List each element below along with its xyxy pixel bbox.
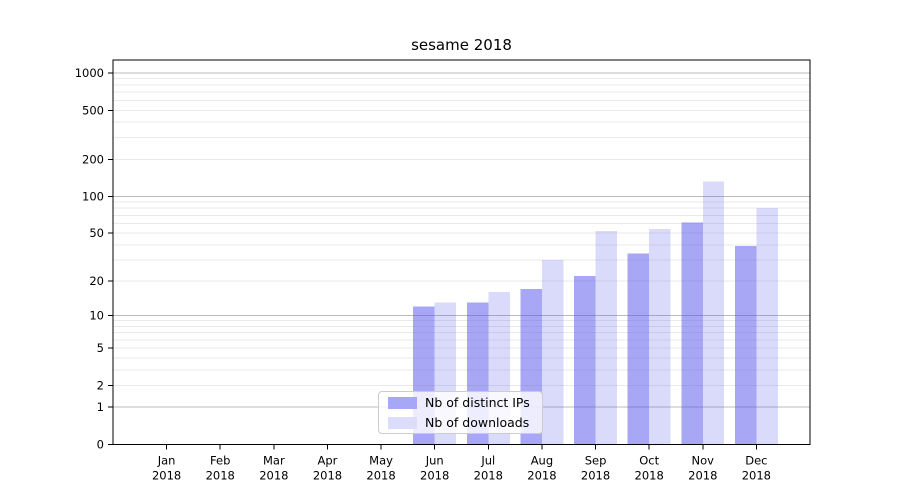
y-tick-label: 1 bbox=[97, 400, 104, 414]
x-tick-label-month: Apr bbox=[318, 454, 338, 468]
x-tick-label-year: 2018 bbox=[420, 469, 449, 483]
bar-dec-distinct-ips bbox=[734, 246, 757, 445]
y-tick-label: 5 bbox=[97, 341, 104, 355]
bar-sep-distinct-ips bbox=[574, 275, 596, 445]
x-tick-label-month: Oct bbox=[639, 454, 659, 468]
bar-sep-downloads bbox=[595, 231, 617, 445]
y-tick-label: 200 bbox=[82, 152, 104, 166]
y-tick-label: 100 bbox=[82, 189, 104, 203]
x-tick-label-month: Jun bbox=[425, 454, 444, 468]
x-tick-label-month: Feb bbox=[210, 454, 230, 468]
x-tick-label-year: 2018 bbox=[742, 469, 771, 483]
x-tick-label-month: Sep bbox=[585, 454, 607, 468]
x-tick-label-year: 2018 bbox=[206, 469, 235, 483]
x-tick-label-month: Mar bbox=[263, 454, 285, 468]
x-tick-label-year: 2018 bbox=[581, 469, 610, 483]
x-tick-label-year: 2018 bbox=[313, 469, 342, 483]
legend-swatch-distinct-ips bbox=[388, 396, 417, 409]
x-tick-label-year: 2018 bbox=[152, 469, 181, 483]
y-tick-label: 500 bbox=[82, 103, 104, 117]
legend-label-distinct-ips: Nb of distinct IPs bbox=[425, 395, 530, 410]
x-tick-label-month: Jul bbox=[480, 454, 495, 468]
bar-oct-distinct-ips bbox=[627, 253, 650, 445]
x-tick-label-month: Jan bbox=[157, 454, 176, 468]
y-tick-label: 50 bbox=[89, 226, 104, 240]
legend-item-downloads: Nb of downloads bbox=[388, 415, 532, 430]
x-axis: Jan2018Feb2018Mar2018Apr2018May2018Jun20… bbox=[152, 444, 771, 483]
y-tick-label: 20 bbox=[89, 274, 104, 288]
bar-nov-distinct-ips bbox=[681, 222, 703, 445]
x-tick-label-year: 2018 bbox=[474, 469, 503, 483]
x-tick-label-year: 2018 bbox=[527, 469, 556, 483]
y-tick-label: 0 bbox=[97, 438, 104, 452]
x-tick-label-month: Nov bbox=[692, 454, 715, 468]
x-tick-label-year: 2018 bbox=[635, 469, 664, 483]
legend: Nb of distinct IPs Nb of downloads bbox=[378, 391, 543, 434]
bar-nov-downloads bbox=[702, 181, 725, 445]
x-tick-label-year: 2018 bbox=[366, 469, 395, 483]
x-tick-label-year: 2018 bbox=[688, 469, 717, 483]
x-tick-label-month: May bbox=[369, 454, 393, 468]
bar-aug-downloads bbox=[541, 259, 564, 445]
x-tick-label-month: Dec bbox=[745, 454, 767, 468]
y-tick-label: 2 bbox=[97, 378, 104, 392]
chart-title: sesame 2018 bbox=[411, 36, 512, 54]
x-tick-label-year: 2018 bbox=[259, 469, 288, 483]
bars bbox=[413, 181, 778, 445]
y-tick-label: 1000 bbox=[75, 66, 104, 80]
bar-dec-downloads bbox=[756, 208, 778, 445]
plot-frame bbox=[112, 59, 811, 445]
legend-swatch-downloads bbox=[388, 416, 417, 429]
x-tick-label-month: Aug bbox=[531, 454, 553, 468]
y-tick-label: 10 bbox=[89, 309, 104, 323]
bar-oct-downloads bbox=[649, 229, 671, 445]
legend-item-distinct-ips: Nb of distinct IPs bbox=[388, 395, 532, 410]
y-axis: 0 1 2 5 10 20 50 100 200 500 1000 bbox=[75, 66, 113, 452]
legend-label-downloads: Nb of downloads bbox=[425, 415, 530, 430]
